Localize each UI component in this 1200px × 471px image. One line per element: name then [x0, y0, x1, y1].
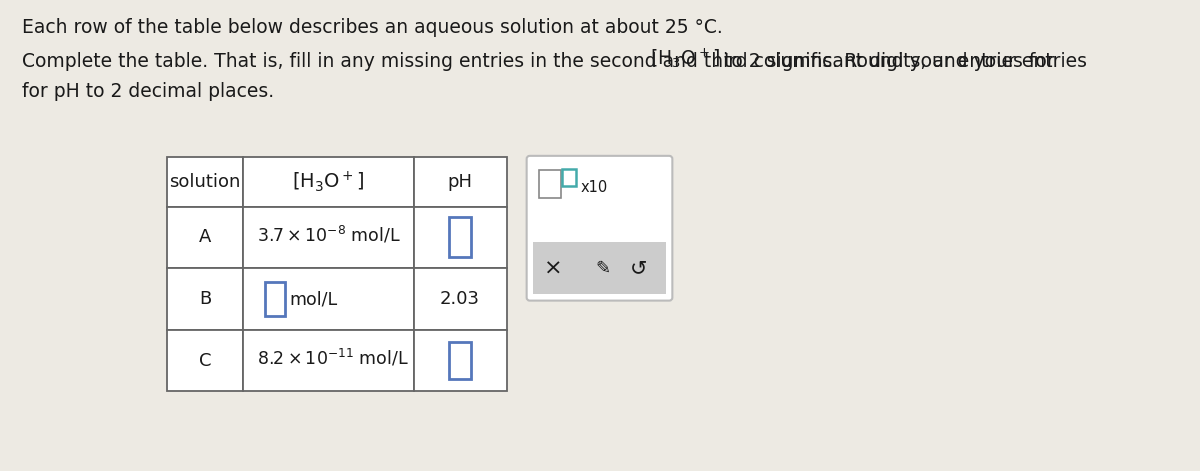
Bar: [167, 268, 242, 330]
Bar: [414, 330, 506, 391]
Bar: [539, 171, 560, 198]
Bar: [167, 157, 242, 207]
Text: B: B: [199, 290, 211, 308]
Text: ×: ×: [544, 258, 563, 278]
Text: Complete the table. That is, fill in any missing entries in the second and third: Complete the table. That is, fill in any…: [22, 52, 1061, 71]
Text: solution: solution: [169, 173, 241, 191]
Text: pH: pH: [448, 173, 473, 191]
Bar: [167, 207, 242, 268]
Bar: [449, 342, 470, 379]
Bar: [242, 157, 414, 207]
Text: for pH to 2 decimal places.: for pH to 2 decimal places.: [22, 82, 274, 101]
Text: mol/L: mol/L: [289, 290, 337, 308]
Text: 2.03: 2.03: [440, 290, 480, 308]
Bar: [563, 169, 576, 186]
Text: to 2 significant digits, and your entries: to 2 significant digits, and your entrie…: [718, 52, 1087, 71]
Text: $\left[\mathrm{H_3O^+}\right]$: $\left[\mathrm{H_3O^+}\right]$: [650, 47, 720, 70]
Bar: [414, 157, 506, 207]
Text: ↺: ↺: [630, 258, 647, 278]
Text: x10: x10: [581, 180, 608, 195]
Bar: [414, 268, 506, 330]
Bar: [242, 268, 414, 330]
Text: Each row of the table below describes an aqueous solution at about 25 °C.: Each row of the table below describes an…: [22, 18, 722, 37]
Bar: [265, 282, 284, 316]
Text: ✎: ✎: [596, 259, 611, 277]
Text: $3.7 \times 10^{-8}$ mol/L: $3.7 \times 10^{-8}$ mol/L: [257, 225, 401, 246]
Text: A: A: [199, 228, 211, 246]
Bar: [414, 207, 506, 268]
Text: C: C: [199, 352, 211, 370]
Bar: [242, 330, 414, 391]
Text: $\left[\mathrm{H_3O^+}\right]$: $\left[\mathrm{H_3O^+}\right]$: [292, 170, 365, 194]
Bar: [167, 330, 242, 391]
FancyBboxPatch shape: [527, 156, 672, 300]
Text: $8.2 \times 10^{-11}$ mol/L: $8.2 \times 10^{-11}$ mol/L: [257, 348, 409, 369]
Bar: [242, 207, 414, 268]
Bar: [449, 218, 470, 258]
Bar: [533, 242, 666, 294]
